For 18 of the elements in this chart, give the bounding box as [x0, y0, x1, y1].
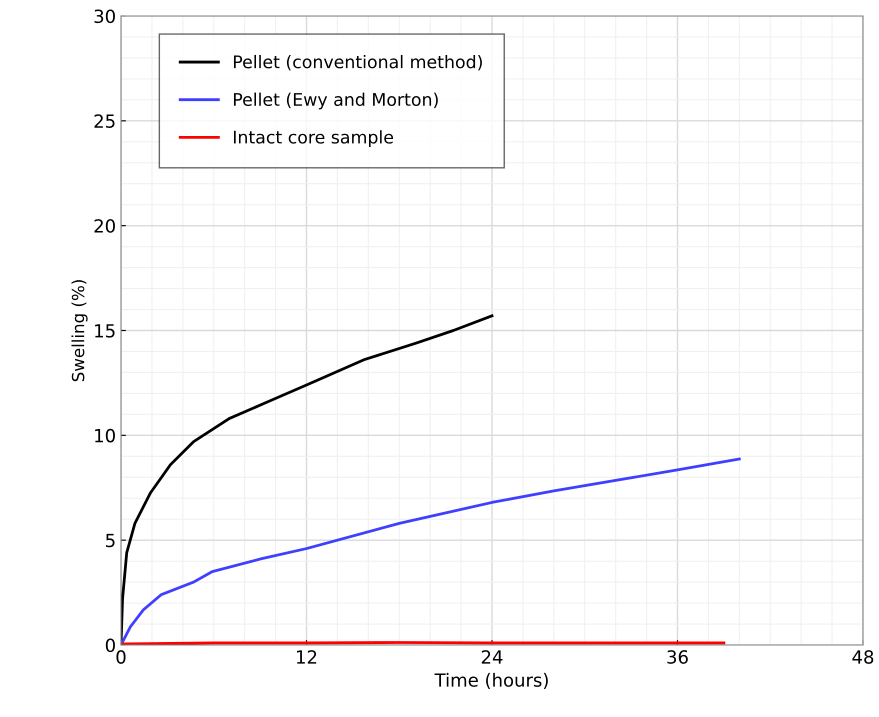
x-tick-label: 0: [116, 650, 126, 664]
y-tick-label: 20: [94, 219, 115, 233]
y-tick-label: 25: [94, 114, 115, 128]
legend-label: Pellet (conventional method): [234, 54, 482, 70]
x-axis-title: Time (hours): [434, 672, 548, 689]
legend-label: Intact core sample: [234, 130, 394, 148]
x-tick-label: 12: [296, 650, 316, 664]
y-axis-title: Swelling (%): [71, 280, 88, 382]
x-tick-label: 24: [482, 650, 502, 664]
y-tick-label: 5: [106, 534, 115, 548]
y-tick-label: 0: [106, 638, 115, 652]
legend-label: Pellet (Ewy and Morton): [234, 92, 438, 110]
x-tick-label: 36: [667, 650, 688, 664]
y-tick-label: 10: [95, 428, 115, 442]
x-tick-label: 48: [852, 650, 874, 664]
y-tick-label: 30: [94, 9, 115, 24]
y-tick-label: 15: [95, 324, 115, 338]
line-series: [121, 458, 741, 645]
